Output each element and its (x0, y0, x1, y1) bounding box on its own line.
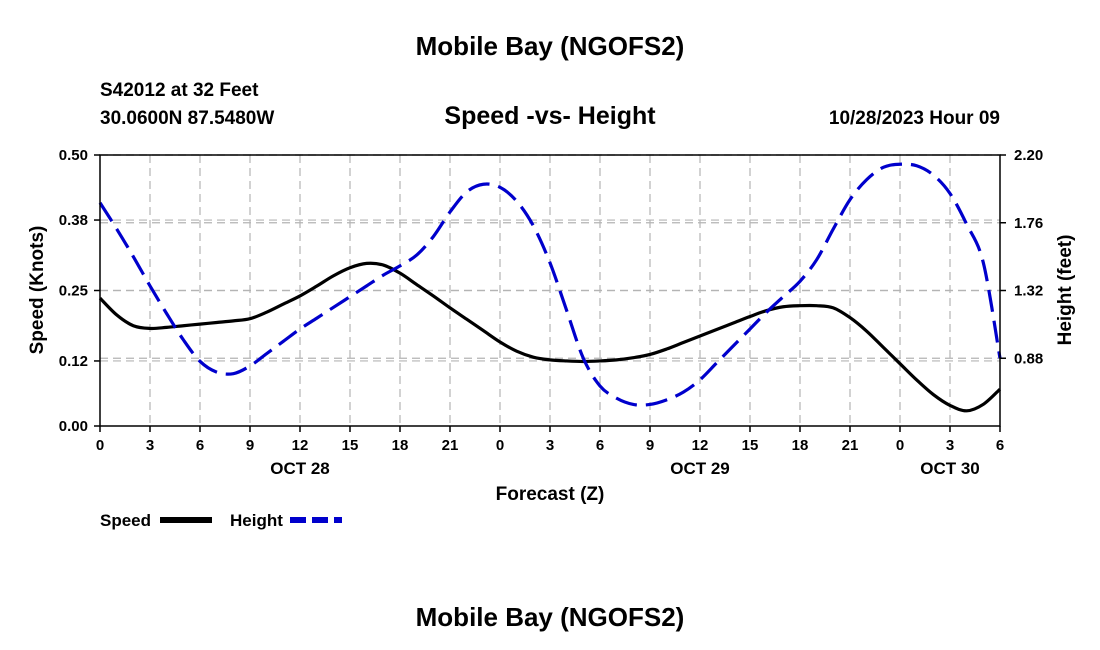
y2-tick-label: 0.88 (1014, 350, 1043, 367)
x-tick-label: 6 (196, 437, 204, 454)
legend: Speed Height (100, 511, 342, 530)
grid-lines (100, 154, 1000, 426)
x-tick-label: 12 (292, 437, 309, 454)
y2-tick-label: 1.32 (1014, 283, 1043, 300)
legend-label-height: Height (230, 511, 283, 530)
y-axis-right: 0.88 1.32 1.76 2.20 (1000, 147, 1043, 367)
chart-title: Speed -vs- Height (444, 102, 656, 130)
footer-title: Mobile Bay (NGOFS2) (416, 602, 685, 632)
x-tick-label: 0 (96, 437, 104, 454)
x-tick-label: 21 (842, 437, 859, 454)
x-tick-label: 18 (792, 437, 809, 454)
x-tick-label: 15 (742, 437, 759, 454)
y2-tick-label: 2.20 (1014, 147, 1043, 164)
datetime-label: 10/28/2023 Hour 09 (829, 108, 1000, 129)
date-label: OCT 30 (920, 459, 980, 478)
y-axis-title: Speed (Knots) (27, 226, 48, 355)
x-axis: 0 3 6 9 12 15 18 21 0 3 6 9 12 15 18 21 0 3 6 OCT 28 OCT 29 O… (96, 426, 1004, 478)
x-tick-label: 6 (596, 437, 604, 454)
y2-axis-title: Height (feet) (1055, 235, 1076, 346)
x-tick-label: 3 (546, 437, 554, 454)
y-tick-label: 0.25 (59, 283, 88, 300)
x-tick-label: 12 (692, 437, 709, 454)
x-tick-label: 9 (246, 437, 254, 454)
y-tick-label: 0.38 (59, 212, 88, 229)
x-axis-title: Forecast (Z) (496, 484, 605, 505)
series-line-height (98, 162, 1002, 407)
legend-label-speed: Speed (100, 511, 151, 530)
x-tick-label: 18 (392, 437, 409, 454)
x-tick-label: 15 (342, 437, 359, 454)
x-tick-label: 3 (146, 437, 154, 454)
series-group (98, 162, 1002, 413)
y-tick-label: 0.00 (59, 418, 88, 435)
x-tick-label: 9 (646, 437, 654, 454)
x-tick-label: 0 (496, 437, 504, 454)
y-axis-left: 0.00 0.12 0.25 0.38 0.50 (59, 147, 100, 435)
station-label: S42012 at 32 Feet (100, 80, 259, 101)
series-line-speed (98, 261, 1002, 413)
y-tick-label: 0.12 (59, 353, 88, 370)
date-label: OCT 29 (670, 459, 730, 478)
page-title: Mobile Bay (NGOFS2) (416, 31, 685, 61)
x-tick-label: 6 (996, 437, 1004, 454)
y2-tick-label: 1.76 (1014, 215, 1043, 232)
date-label: OCT 28 (270, 459, 330, 478)
x-tick-label: 21 (442, 437, 459, 454)
y-tick-label: 0.50 (59, 147, 88, 164)
location-label: 30.0600N 87.5480W (100, 108, 274, 129)
x-tick-label: 3 (946, 437, 954, 454)
x-tick-label: 0 (896, 437, 904, 454)
